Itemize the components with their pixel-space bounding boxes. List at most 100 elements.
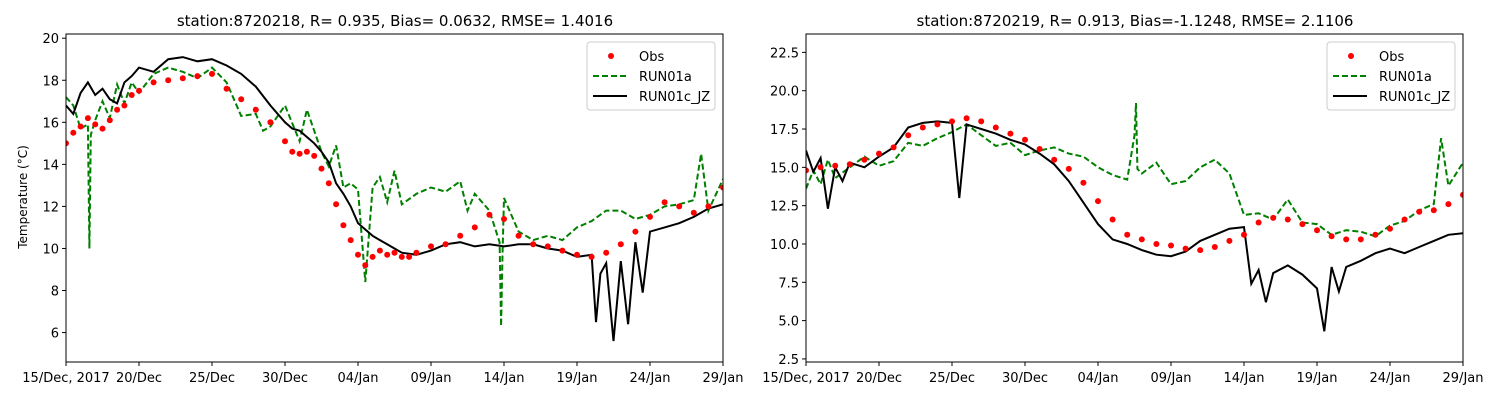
legend-marker-obs	[1348, 53, 1354, 59]
obs-point	[391, 249, 398, 256]
obs-point	[617, 241, 624, 248]
obs-point	[1211, 244, 1218, 250]
series-run01c-jz-line	[66, 56, 723, 342]
y-tick-label: 8	[51, 285, 59, 300]
legend-entry-label: RUN01c_JZ	[1379, 90, 1450, 105]
obs-point	[1255, 219, 1262, 226]
y-tick-label: 14	[42, 158, 59, 173]
obs-point	[832, 162, 839, 169]
obs-point	[1138, 236, 1145, 243]
obs-point	[282, 138, 288, 145]
obs-point	[194, 73, 201, 80]
obs-point	[676, 203, 683, 210]
obs-point	[136, 87, 142, 94]
y-tick-label: 2.5	[778, 353, 799, 368]
x-tick-label: 20/Dec	[116, 371, 162, 386]
x-tick-label: 14/Jan	[484, 371, 525, 386]
obs-point	[720, 184, 723, 191]
obs-point	[1182, 245, 1189, 252]
obs-point	[632, 228, 639, 235]
obs-point	[919, 124, 926, 131]
axes-frame	[805, 33, 1464, 363]
obs-point	[1168, 242, 1174, 249]
obs-point	[413, 249, 420, 256]
obs-point	[267, 119, 274, 126]
obs-point	[1445, 201, 1452, 208]
y-tick-label: 15.0	[770, 161, 799, 176]
obs-point	[486, 211, 493, 218]
obs-point	[325, 180, 332, 187]
obs-point	[963, 115, 970, 122]
obs-point	[406, 253, 413, 260]
x-tick-label: 30/Dec	[262, 371, 308, 386]
legend-box	[586, 41, 716, 111]
obs-point	[384, 251, 391, 258]
obs-point	[84, 115, 91, 122]
y-tick-label: 10.0	[770, 238, 799, 253]
y-tick-label: 5.0	[778, 315, 799, 330]
obs-point	[1197, 247, 1204, 254]
legend-marker-obs	[608, 53, 614, 59]
y-tick-label: 20.0	[770, 85, 799, 100]
legend-entry-label: RUN01a	[639, 70, 692, 85]
x-tick-label: 20/Dec	[856, 371, 902, 386]
obs-point	[544, 243, 551, 250]
obs-point	[1284, 216, 1291, 223]
obs-point	[1430, 207, 1437, 214]
chart-title: station:8720219, R= 0.913, Bias=-1.1248,…	[917, 12, 1354, 30]
obs-point	[1065, 165, 1072, 172]
chart-panel-left: station:8720218, R= 0.935, Bias= 0.0632,…	[16, 12, 743, 386]
x-tick-label: 25/Dec	[929, 371, 975, 386]
y-tick-label: 12	[42, 200, 59, 215]
x-tick-label: 09/Jan	[1151, 371, 1192, 386]
obs-point	[362, 262, 369, 269]
x-tick-label: 15/Dec, 2017	[22, 371, 109, 386]
x-tick-label: 30/Dec	[1002, 371, 1048, 386]
obs-point	[1226, 237, 1233, 244]
legend: Obs RUN01a RUN01c_JZ	[1326, 41, 1456, 111]
legend-box	[1326, 41, 1456, 111]
obs-point	[333, 201, 340, 208]
obs-point	[905, 132, 912, 139]
obs-point	[978, 118, 985, 125]
obs-point	[934, 121, 941, 128]
obs-point	[92, 121, 99, 128]
x-tick-label: 04/Jan	[1078, 371, 1119, 386]
obs-point	[457, 232, 464, 239]
obs-point	[1460, 191, 1463, 198]
x-tick-label: 14/Jan	[1224, 371, 1265, 386]
y-tick-label: 16	[42, 116, 59, 131]
series-obs-points	[66, 70, 723, 269]
legend-entry-label: Obs	[639, 50, 664, 65]
obs-point	[150, 79, 157, 86]
obs-point	[501, 216, 507, 222]
obs-point	[1299, 221, 1306, 228]
y-tick-label: 20	[42, 32, 59, 47]
y-tick-label: 17.5	[770, 123, 799, 138]
obs-point	[690, 209, 697, 216]
obs-point	[1357, 236, 1364, 243]
obs-point	[238, 96, 245, 103]
x-tick-label: 04/Jan	[338, 371, 379, 386]
obs-point	[471, 224, 478, 231]
obs-point	[99, 125, 106, 132]
x-tick-label: 25/Dec	[189, 371, 235, 386]
obs-point	[817, 164, 824, 171]
obs-point	[355, 251, 361, 258]
obs-point	[318, 165, 325, 172]
obs-point	[1036, 146, 1043, 152]
obs-point	[1080, 179, 1087, 186]
x-tick-label: 24/Jan	[1370, 371, 1411, 386]
obs-point	[114, 106, 121, 113]
series-run01a-line	[806, 102, 1463, 238]
x-tick-label: 09/Jan	[411, 371, 452, 386]
legend-entry-label: RUN01c_JZ	[639, 90, 710, 105]
obs-point	[876, 150, 882, 157]
obs-point	[106, 117, 113, 124]
series-run01c-jz-line	[806, 120, 1463, 332]
obs-point	[70, 129, 77, 136]
obs-point	[1153, 241, 1160, 247]
x-tick-label: 15/Dec, 2017	[762, 371, 849, 386]
obs-point	[1270, 214, 1277, 221]
